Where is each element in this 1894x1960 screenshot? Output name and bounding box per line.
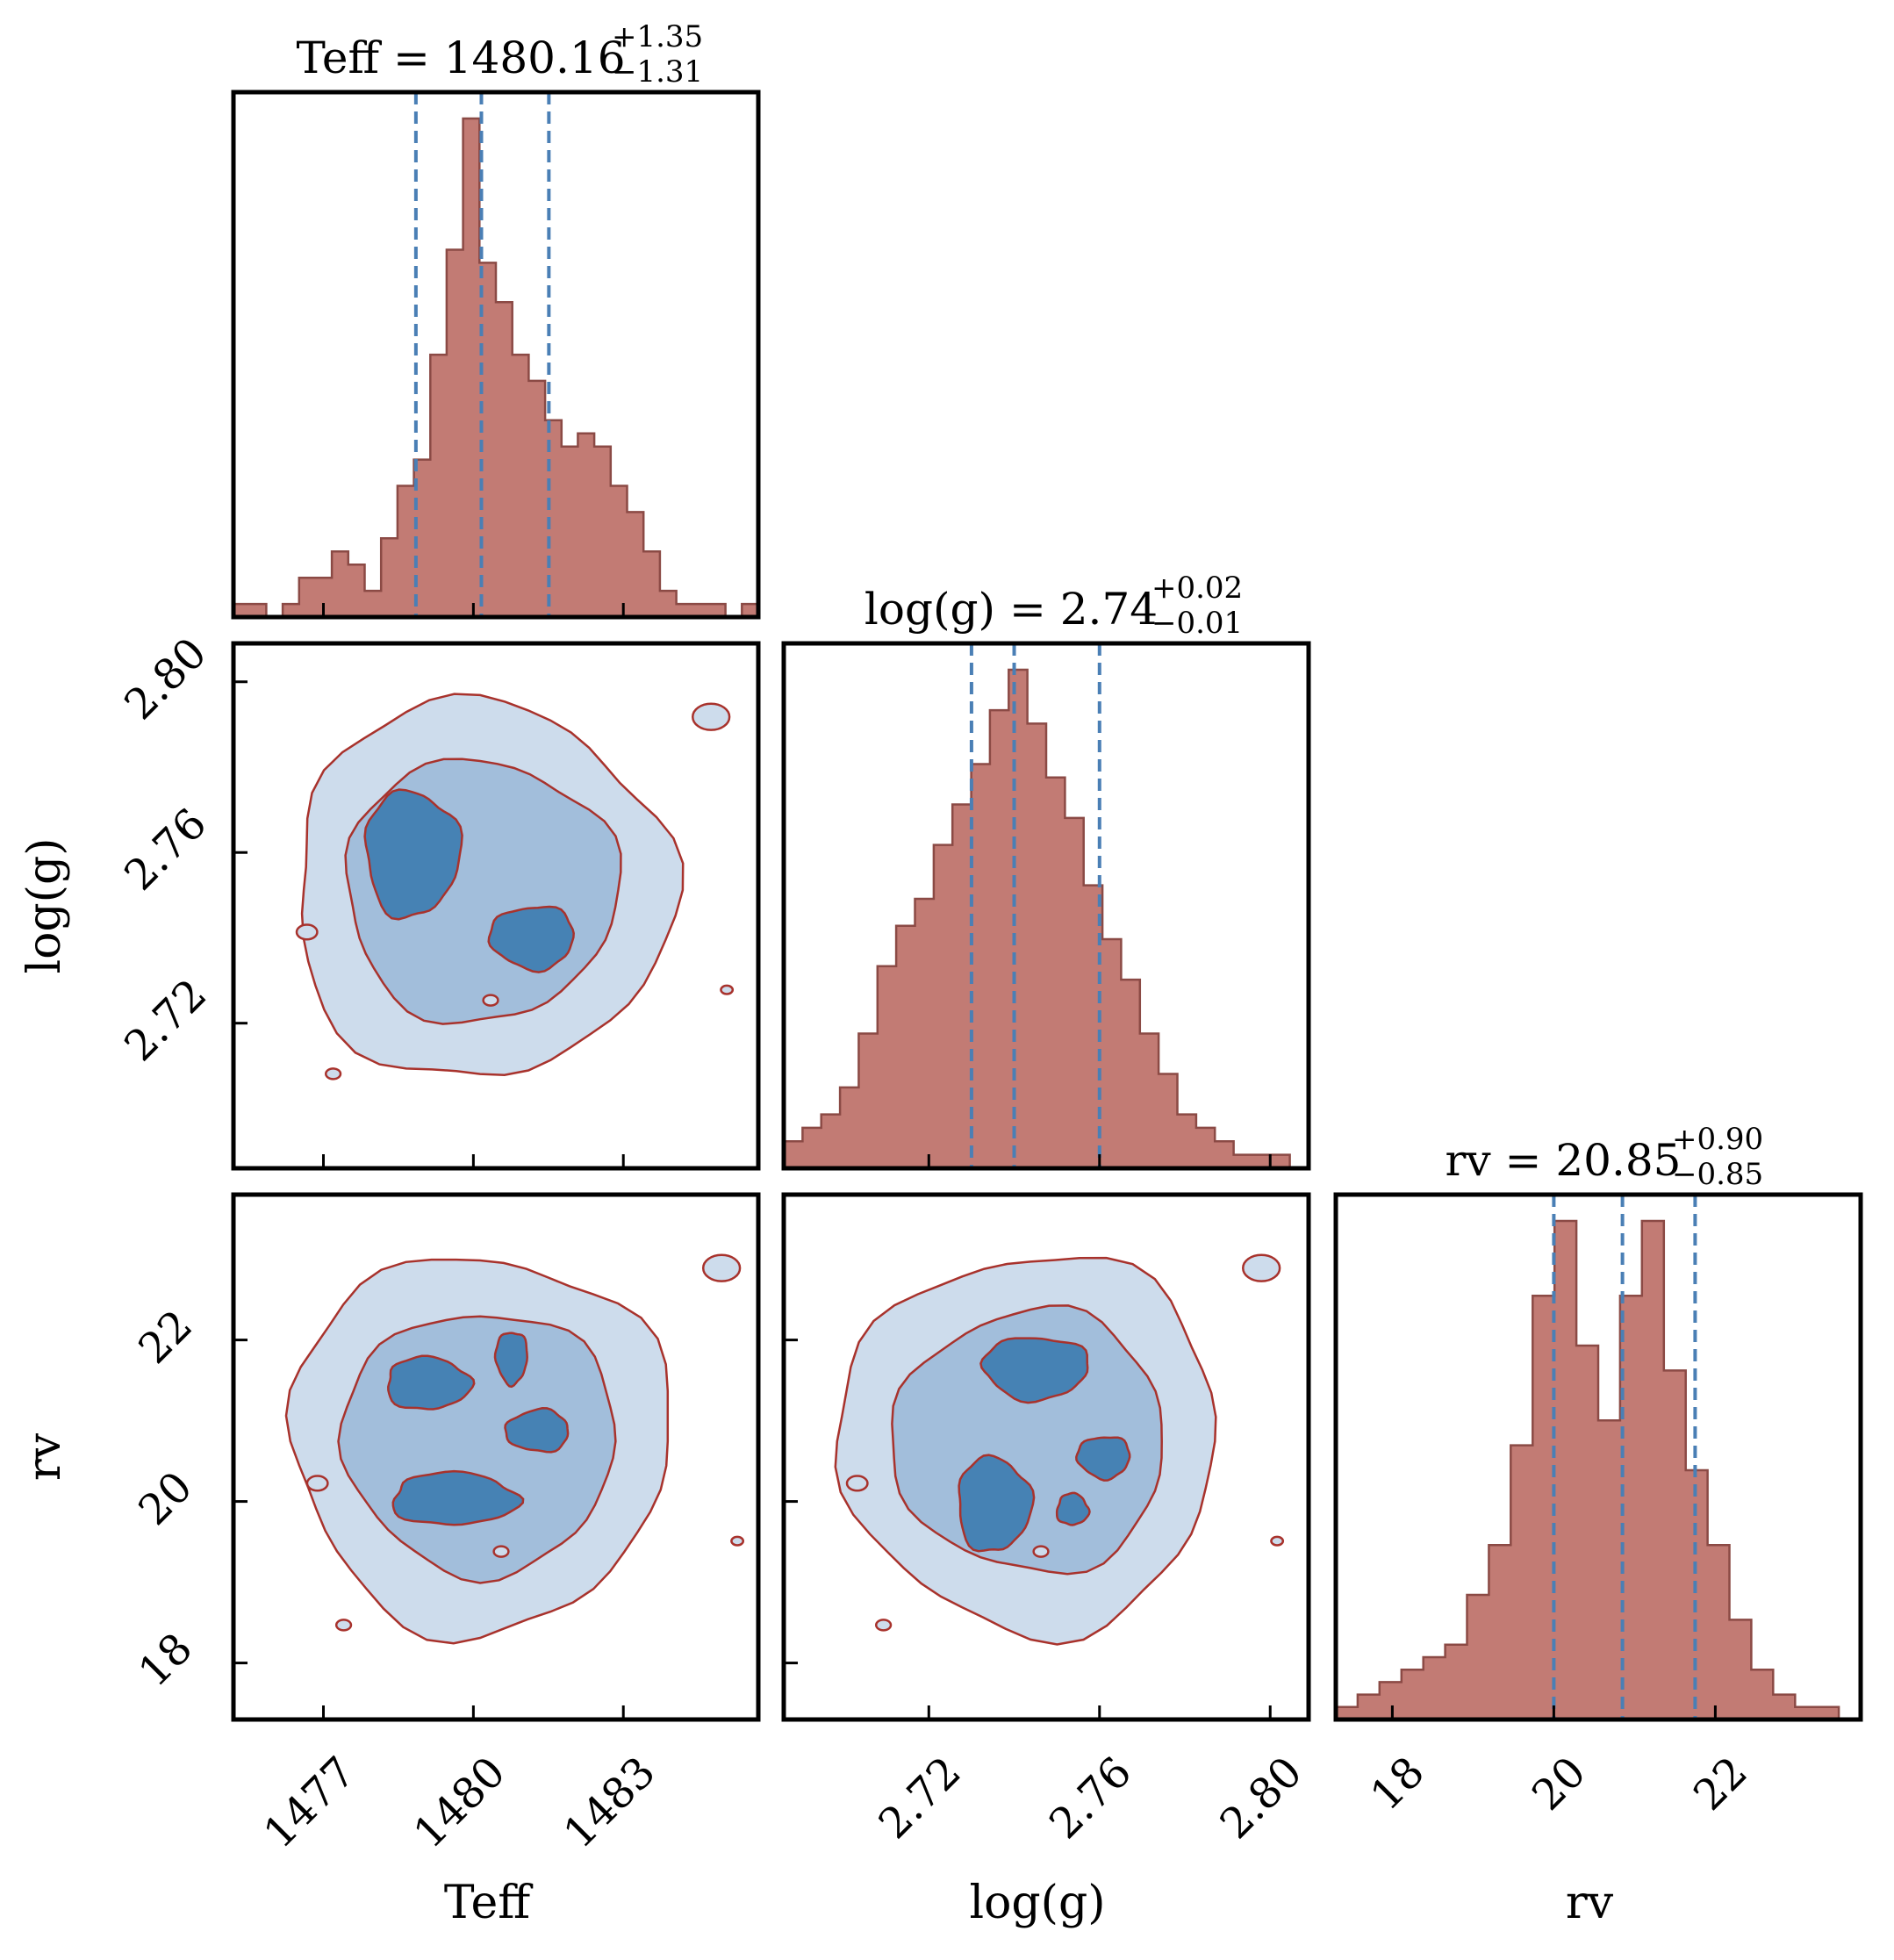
histogram-bars bbox=[782, 668, 1309, 1170]
y-tick-label: 2.76 bbox=[115, 799, 216, 900]
title-logg: log(g) = 2.74 bbox=[864, 584, 1158, 635]
x-tick-label: 18 bbox=[1361, 1748, 1434, 1820]
x-axis-label: Teff bbox=[444, 1877, 534, 1929]
x-tick-label: 1477 bbox=[255, 1748, 365, 1858]
title-minus-error: −0.01 bbox=[1151, 606, 1243, 641]
y-axis-label: log(g) bbox=[18, 837, 71, 973]
axes-2-1 bbox=[781, 1192, 1311, 1722]
contour-island bbox=[730, 1535, 745, 1547]
title-name: rv bbox=[1446, 1135, 1492, 1186]
x-tick-label: 2.80 bbox=[1210, 1748, 1311, 1849]
contour-level-3 bbox=[504, 1407, 570, 1454]
title-minus-error: −0.85 bbox=[1672, 1157, 1763, 1192]
title-plus-error: +0.90 bbox=[1672, 1122, 1763, 1157]
axes-2-2 bbox=[1333, 1192, 1863, 1722]
contour-island bbox=[305, 1475, 329, 1492]
title-equals: = bbox=[1491, 1135, 1556, 1186]
title-equals: = bbox=[995, 584, 1060, 635]
contour-island bbox=[701, 1253, 742, 1282]
contour-island bbox=[324, 1067, 342, 1081]
y-tick-label: 20 bbox=[129, 1462, 202, 1535]
title-equals: = bbox=[379, 32, 444, 83]
contour-island bbox=[720, 984, 735, 995]
x-axis-label: rv bbox=[1566, 1877, 1614, 1929]
contour-level-3 bbox=[387, 1354, 476, 1411]
contour-panel-Teff-logg bbox=[295, 693, 735, 1081]
axes-frame bbox=[231, 641, 761, 1171]
axes-1-1 bbox=[781, 641, 1311, 1171]
y-tick-label: 2.72 bbox=[115, 970, 216, 1071]
title-median: 20.85 bbox=[1555, 1135, 1681, 1186]
y-tick-label: 18 bbox=[129, 1624, 202, 1697]
contour-island bbox=[1032, 1545, 1050, 1558]
title-median: 2.74 bbox=[1060, 584, 1158, 635]
axes-2-0 bbox=[231, 1192, 761, 1722]
axes-frame bbox=[1333, 1192, 1863, 1722]
title-median: 1480.16 bbox=[444, 32, 626, 83]
x-axis-label: log(g) bbox=[969, 1877, 1105, 1929]
contour-island bbox=[492, 1545, 510, 1558]
contour-level-3 bbox=[391, 1469, 525, 1526]
contour-level-3 bbox=[979, 1337, 1089, 1404]
x-tick-label: 20 bbox=[1523, 1748, 1596, 1820]
contour-island bbox=[874, 1619, 893, 1632]
hist-panel-Teff bbox=[232, 92, 760, 619]
contour-level-3 bbox=[1055, 1491, 1091, 1526]
title-minus-error: −1.31 bbox=[612, 54, 703, 90]
title-rv: rv = 20.85 bbox=[1446, 1135, 1682, 1186]
contour-level-3 bbox=[363, 788, 463, 921]
contour-island bbox=[295, 923, 319, 941]
x-tick-label: 22 bbox=[1684, 1748, 1757, 1820]
contour-island bbox=[845, 1475, 869, 1492]
axes-0-0 bbox=[231, 90, 761, 620]
contour-island bbox=[1270, 1535, 1285, 1547]
contour-island bbox=[334, 1619, 353, 1632]
contour-island bbox=[692, 702, 731, 731]
y-tick-label: 2.80 bbox=[115, 628, 216, 729]
contour-panel-logg-rv bbox=[834, 1253, 1285, 1646]
contour-island bbox=[1242, 1253, 1281, 1282]
x-tick-label: 2.72 bbox=[870, 1748, 971, 1849]
title-name: log(g) bbox=[864, 584, 995, 635]
x-tick-label: 2.76 bbox=[1040, 1748, 1141, 1849]
title-plus-error: +1.35 bbox=[612, 19, 703, 54]
title-Teff: Teff = 1480.16 bbox=[296, 32, 625, 83]
y-axis-label: rv bbox=[18, 1432, 71, 1481]
contour-level-3 bbox=[1075, 1436, 1131, 1482]
axes-frame bbox=[231, 1192, 761, 1722]
contour-level-3 bbox=[487, 905, 575, 973]
hist-panel-rv bbox=[1334, 1195, 1861, 1721]
y-tick-label: 22 bbox=[129, 1301, 202, 1374]
axes-1-0 bbox=[231, 641, 761, 1171]
x-tick-label: 1483 bbox=[555, 1748, 665, 1858]
histogram-bars bbox=[1334, 1219, 1861, 1721]
axes-frame bbox=[781, 1192, 1311, 1722]
contour-level-3 bbox=[958, 1454, 1036, 1553]
contour-island bbox=[482, 994, 499, 1007]
hist-panel-logg bbox=[782, 643, 1309, 1170]
contour-level-3 bbox=[493, 1332, 528, 1389]
title-name: Teff bbox=[296, 32, 382, 83]
histogram-bars bbox=[232, 117, 760, 619]
axes-frame bbox=[231, 90, 761, 620]
title-plus-error: +0.02 bbox=[1151, 571, 1243, 606]
contour-panel-Teff-rv bbox=[284, 1253, 745, 1645]
x-tick-label: 1480 bbox=[405, 1748, 515, 1858]
axes-frame bbox=[781, 641, 1311, 1171]
